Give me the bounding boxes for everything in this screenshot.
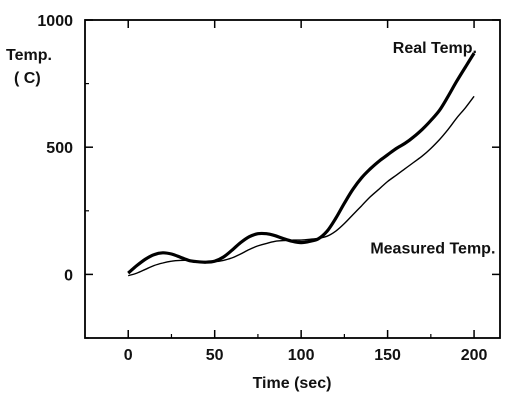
curve-label: Measured Temp.	[370, 241, 495, 258]
curve-label: Real Temp.	[393, 40, 477, 57]
plot-frame	[84, 19, 501, 339]
x-tick-label: 100	[288, 347, 315, 364]
x-tick-label: 0	[124, 347, 133, 364]
y-tick-label: 0	[64, 267, 73, 284]
x-axis-title: Time (sec)	[253, 375, 332, 392]
y-axis-title-line2: ( C)	[14, 70, 41, 87]
x-axis-ticks: 0 50 100 150 200	[124, 20, 488, 364]
y-tick-label: 1000	[37, 13, 73, 30]
y-axis-title-line1: Temp.	[6, 47, 52, 64]
series-group	[127, 52, 476, 277]
y-axis-ticks: 0 500 1000	[37, 13, 500, 339]
x-tick-label: 50	[206, 347, 224, 364]
x-tick-label: 150	[374, 347, 401, 364]
y-tick-label: 500	[46, 140, 73, 157]
series-line-measured-temp	[127, 95, 475, 277]
annotations: Real Temp. Measured Temp.	[370, 40, 495, 257]
series-line-real-temp	[127, 52, 476, 275]
x-tick-label: 200	[461, 347, 488, 364]
